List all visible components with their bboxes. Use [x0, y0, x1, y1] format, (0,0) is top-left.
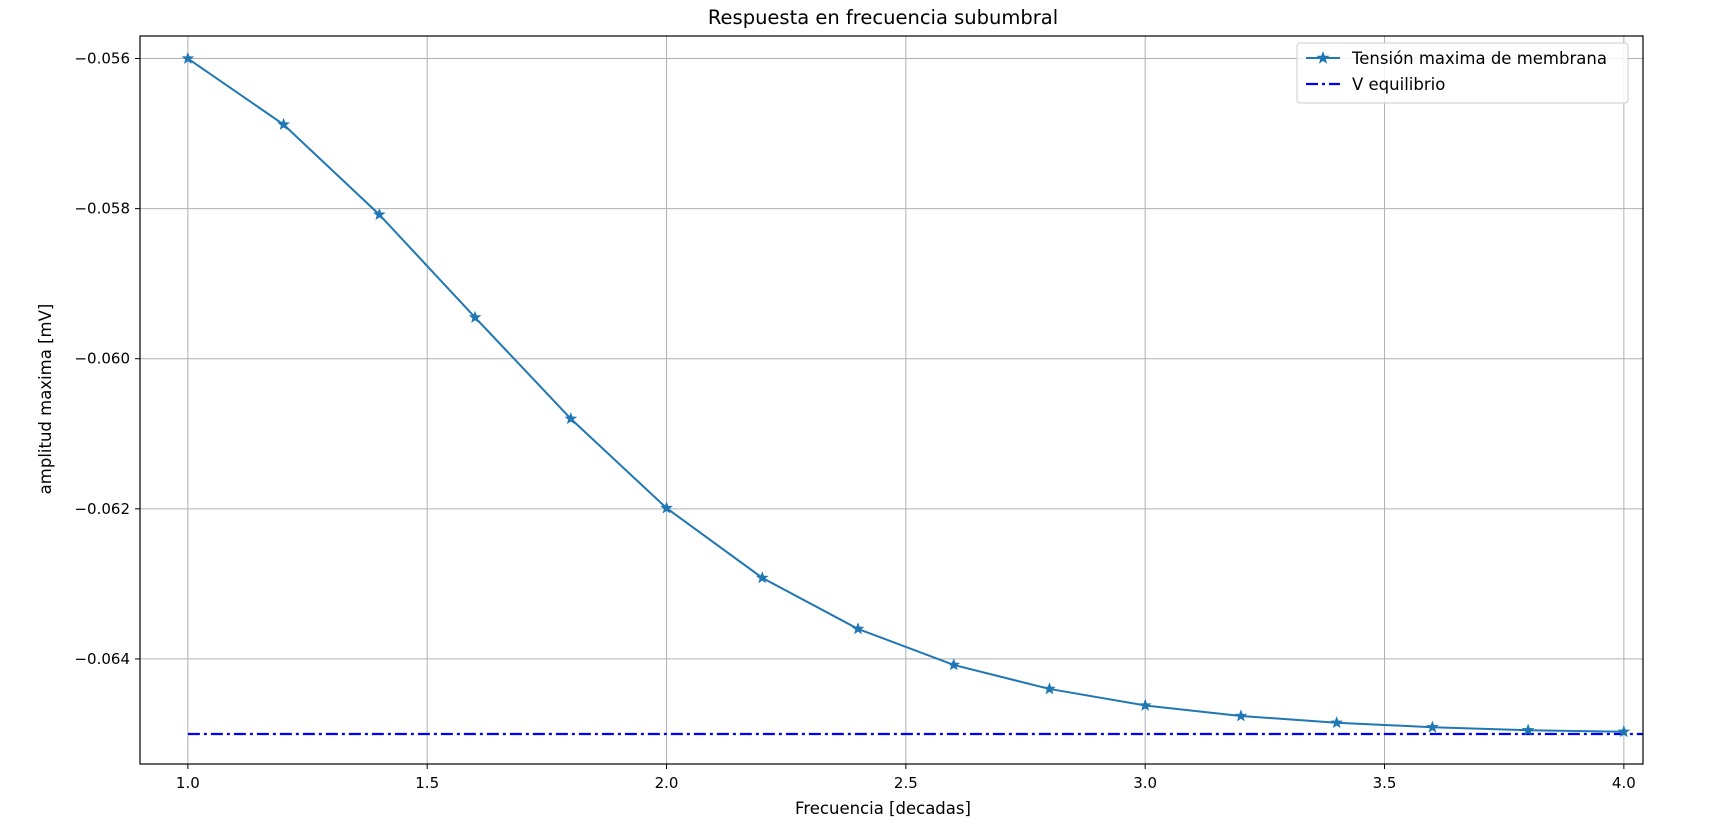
y-tick-label: −0.062 [74, 500, 130, 518]
data-point-star [181, 51, 195, 64]
data-point-star [1521, 723, 1535, 736]
y-tick-label: −0.064 [74, 650, 130, 668]
data-point-star [851, 622, 865, 635]
data-point-star [755, 571, 769, 584]
series-layer [181, 51, 1643, 738]
chart-title: Respuesta en frecuencia subumbral [708, 6, 1058, 29]
data-point-star [1617, 725, 1631, 738]
data-point-star [564, 412, 578, 425]
x-tick-label: 2.5 [894, 774, 918, 792]
data-point-star [1138, 698, 1152, 711]
y-axis-label: amplitud maxima [mV] [36, 304, 55, 495]
x-tick-label: 1.5 [415, 774, 439, 792]
legend-label-membrane: Tensión maxima de membrana [1351, 49, 1607, 68]
legend: Tensión maxima de membrana V equilibrio [1296, 42, 1629, 104]
data-point-star [660, 501, 673, 514]
data-point-star [277, 117, 290, 130]
x-tick-label: 1.0 [176, 774, 200, 792]
data-point-star [1426, 720, 1439, 733]
grid [140, 36, 1643, 764]
y-tick-label: −0.058 [74, 200, 130, 218]
data-point-star [373, 207, 386, 220]
x-tick-label: 4.0 [1612, 774, 1636, 792]
x-tick-label: 3.0 [1133, 774, 1157, 792]
x-tick-label: 3.5 [1373, 774, 1397, 792]
plot-frame [139, 35, 1644, 765]
data-point-star [947, 658, 961, 671]
data-point-star [1330, 716, 1343, 729]
x-tick-label: 2.0 [655, 774, 679, 792]
data-point-star [1043, 682, 1056, 695]
x-axis-label: Frecuencia [decadas] [795, 799, 971, 818]
y-tick-label: −0.056 [74, 50, 130, 68]
legend-label-equilibrium: V equilibrio [1352, 75, 1445, 94]
legend-box [1296, 42, 1629, 104]
data-point-star [1234, 709, 1248, 722]
series-line-tension-maxima [187, 57, 1624, 733]
data-point-star [468, 310, 482, 323]
y-tick-label: −0.060 [74, 350, 130, 368]
tick-layer: 1.0 1.5 2.0 2.5 3.0 3.5 4.0 −0.056 −0.058 −0.060 −… [74, 50, 1635, 792]
legend-marker-star-icon [1316, 51, 1330, 64]
